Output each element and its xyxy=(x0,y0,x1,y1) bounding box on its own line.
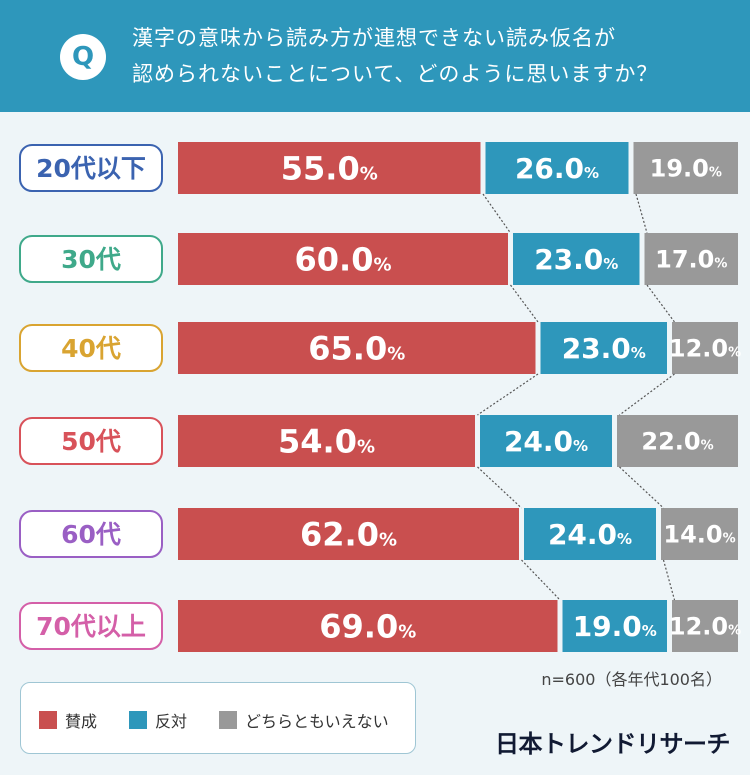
question-line-2: 認められないことについて、どのように思いますか？ xyxy=(132,62,659,86)
category-pill xyxy=(19,144,163,192)
percent-unit: % xyxy=(617,530,632,548)
bar-oppose xyxy=(485,142,629,194)
question-line-1: 漢字の意味から読み方が連想できない読み仮名が xyxy=(132,26,616,50)
value-label-oppose: 24.0% xyxy=(548,518,632,551)
bar-oppose xyxy=(480,415,612,467)
bar-agree xyxy=(178,600,558,652)
bar-neutral xyxy=(617,415,738,467)
percent-unit: % xyxy=(714,257,727,272)
percent-unit: % xyxy=(398,622,416,643)
percent-unit: % xyxy=(584,164,599,182)
question-text: 漢字の意味から読み方が連想できない読み仮名が 認められないことについて、どのよう… xyxy=(132,20,732,92)
question-header: Q 漢字の意味から読み方が連想できない読み仮名が 認められないことについて、どの… xyxy=(0,0,750,112)
bar-agree xyxy=(178,415,475,467)
legend-swatch-agree xyxy=(39,711,57,729)
legend-swatch-oppose xyxy=(129,711,147,729)
category-label: 20代以下 xyxy=(36,154,146,183)
bar-agree xyxy=(178,508,519,560)
brand-logo: 日本トレンドリサーチ xyxy=(495,730,731,758)
percent-unit: % xyxy=(357,437,375,458)
legend-label-neutral: どちらともいえない xyxy=(245,712,389,731)
category-label: 60代 xyxy=(61,520,121,549)
value-label-agree: 54.0% xyxy=(278,423,375,461)
category-label: 50代 xyxy=(61,427,121,456)
category-pill xyxy=(19,602,163,650)
percent-unit: % xyxy=(728,346,741,361)
bar-neutral xyxy=(633,142,738,194)
legend-swatch-neutral xyxy=(219,711,237,729)
connector-line xyxy=(521,559,561,601)
percent-unit: % xyxy=(360,164,378,185)
category-pill xyxy=(19,324,163,372)
legend-label-agree: 賛成 xyxy=(65,712,98,731)
bar-agree xyxy=(178,233,508,285)
percent-unit: % xyxy=(709,166,722,181)
percent-unit: % xyxy=(701,439,714,454)
connector-line xyxy=(619,466,664,509)
bar-agree xyxy=(178,142,481,194)
connector-line xyxy=(646,284,675,323)
sample-size-note: n=600（各年代100名） xyxy=(541,670,722,689)
category-pill xyxy=(19,235,163,283)
percent-unit: % xyxy=(728,624,741,639)
percent-unit: % xyxy=(631,344,646,362)
percent-unit: % xyxy=(373,255,391,276)
connector-line xyxy=(662,559,676,601)
bar-oppose xyxy=(540,322,667,374)
percent-unit: % xyxy=(723,532,736,547)
legend-item-agree: 賛成 xyxy=(39,708,97,732)
bar-oppose xyxy=(562,600,667,652)
percent-unit: % xyxy=(387,344,405,365)
category-label: 30代 xyxy=(61,245,121,274)
value-label-agree: 69.0% xyxy=(319,608,416,646)
legend: 賛成 反対 どちらともいえない xyxy=(20,682,416,754)
bar-neutral xyxy=(661,508,738,560)
percent-unit: % xyxy=(379,530,397,551)
category-pill xyxy=(19,510,163,558)
connector-line xyxy=(477,373,539,416)
bar-agree xyxy=(178,322,536,374)
percent-unit: % xyxy=(573,437,588,455)
question-badge: Q xyxy=(60,34,106,80)
connector-line xyxy=(619,373,675,416)
connector-line xyxy=(477,466,522,509)
bar-oppose xyxy=(524,508,656,560)
bar-neutral xyxy=(672,322,738,374)
connector-line xyxy=(635,193,648,234)
category-label: 40代 xyxy=(61,334,121,363)
bar-neutral xyxy=(644,233,738,285)
category-label: 70代以上 xyxy=(36,612,146,641)
legend-item-oppose: 反対 xyxy=(129,708,187,732)
percent-unit: % xyxy=(642,622,657,640)
legend-label-oppose: 反対 xyxy=(155,712,188,731)
legend-item-neutral: どちらともいえない xyxy=(219,708,389,732)
bar-neutral xyxy=(672,600,738,652)
category-pill xyxy=(19,417,163,465)
connector-line xyxy=(482,193,511,234)
bar-oppose xyxy=(513,233,640,285)
percent-unit: % xyxy=(603,255,618,273)
connector-line xyxy=(510,284,539,323)
